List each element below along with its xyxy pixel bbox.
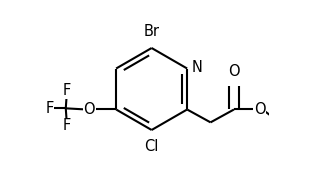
Text: O: O — [254, 102, 266, 117]
Text: Cl: Cl — [145, 139, 159, 154]
Text: O: O — [228, 64, 240, 79]
Text: F: F — [45, 101, 53, 116]
Text: Br: Br — [144, 24, 160, 39]
Text: O: O — [83, 102, 95, 117]
Text: N: N — [191, 60, 202, 75]
Text: F: F — [63, 83, 71, 98]
Text: F: F — [63, 118, 71, 133]
